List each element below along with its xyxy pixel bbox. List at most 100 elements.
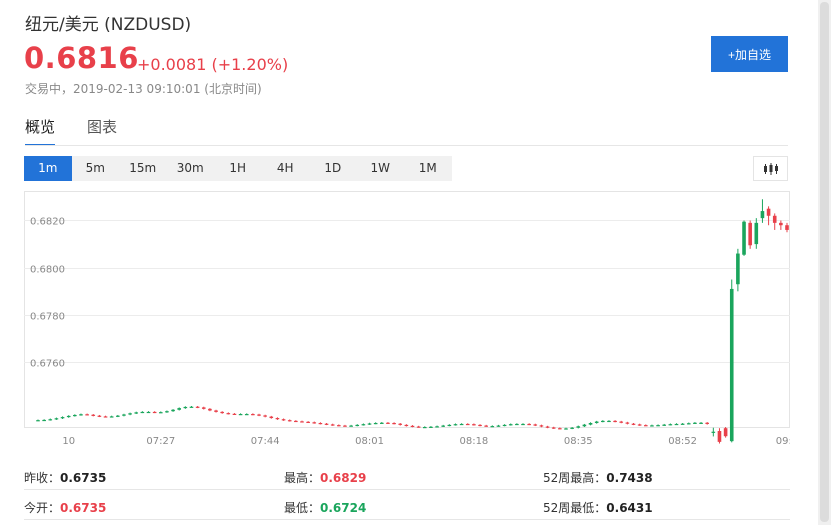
candle-body [73,414,77,417]
candle-body [545,426,550,428]
x-tick-label: 08:18 [459,436,488,447]
chart-type-button[interactable] [753,156,788,181]
candle-body [337,425,341,427]
tab-chart[interactable]: 图表 [87,118,118,136]
period-1d[interactable]: 1D [324,161,342,175]
candle-body [686,423,691,425]
candle-body [349,425,353,427]
candle-body [109,416,114,418]
candle-body [48,419,53,421]
candle-body [66,415,71,418]
candle-body [177,408,182,410]
candle-body [122,414,126,416]
x-tick-label: 08:52 [668,436,697,447]
period-selector: 1m 5m 15m 30m 1H 4H 1D 1W 1M [24,156,452,181]
candle-body [171,409,175,412]
candle-body [551,427,556,429]
candle-body [128,413,132,415]
candle-body [189,406,194,408]
period-1w[interactable]: 1W [370,161,391,175]
candle-body [373,422,378,425]
candle-body [521,423,525,426]
candle-body [324,423,329,425]
candle-body [760,211,765,219]
scrollbar-thumb[interactable] [820,2,829,522]
x-tick-label: 08:01 [355,436,384,447]
candle-body [386,422,390,424]
stats-row-1: 昨收：0.6735 最高：0.6829 52周最高：0.7438 [24,460,790,490]
candle-body [85,414,89,416]
candle-body [361,424,366,426]
candle-body [680,423,685,425]
candle-body [441,425,445,427]
candle-body [527,423,531,426]
candle-body [656,425,660,427]
candle-body [287,420,292,422]
candle-body [643,425,648,427]
add-to-watchlist-button[interactable]: +加自选 [711,36,788,72]
candle-body [564,428,568,430]
price-change: +0.0081 (+1.20%) [137,55,289,74]
candle-body [146,411,151,414]
candle-body [195,406,200,408]
candle-body [453,424,458,426]
candle-body [515,423,519,426]
period-5m[interactable]: 5m [85,161,105,175]
candle-body [736,253,740,285]
tab-overview[interactable]: 概览 [25,116,56,146]
candle-body [607,420,611,423]
period-30m[interactable]: 30m [176,161,204,175]
current-price: 0.6816 [24,41,139,75]
candle-body [429,426,433,428]
price-chart[interactable]: 0.6820 0.6800 0.6780 0.6760 10 07:27 07:44 08:0… [24,191,798,451]
candle-body [594,421,599,423]
stat-52w-low: 52周最低：0.6431 [543,501,653,515]
candle-body [318,422,323,425]
candle-body [91,414,96,416]
candle-body [140,411,145,414]
candle-body [619,421,624,423]
candle-body [766,208,771,216]
candle-body [367,423,372,425]
x-tick-label: 08:35 [564,436,593,447]
candle-body [97,415,102,417]
candle-body [275,418,280,420]
candle-body [152,411,157,414]
period-1h[interactable]: 1H [229,161,247,175]
candle-body [588,422,593,425]
candle-body [312,422,317,424]
stat-low: 最低：0.6724 [284,501,367,515]
candle-body [226,413,231,415]
stat-prev-close: 昨收：0.6735 [24,471,107,485]
candle-body [705,422,709,424]
stat-52w-high: 52周最高：0.7438 [543,471,653,485]
y-tick-label: 0.6760 [30,359,65,370]
trading-status: 交易中，2019-02-13 09:10:01 (北京时间) [25,82,262,96]
candle-body [558,428,562,430]
candle-body [772,215,777,223]
period-15m[interactable]: 15m [129,161,157,175]
candle-body [404,424,409,427]
candle-body [392,422,396,425]
y-tick-label: 0.6800 [30,265,65,276]
chart-frame [24,191,790,428]
candle-body [447,424,452,427]
candle-body [779,222,783,226]
candle-body [478,424,482,427]
candle-body [300,421,304,423]
candle-body [502,424,507,427]
candle-body [54,418,59,420]
period-1m[interactable]: 1m [24,156,72,181]
page-title: 纽元/美元 (NZDUSD) [25,15,192,35]
candle-body [165,411,169,413]
period-1mo[interactable]: 1M [418,161,437,175]
candle-body [208,408,212,411]
candle-body [201,407,206,409]
candle-body [508,424,513,426]
candle-body [674,423,679,426]
candle-body [269,416,274,419]
period-4h[interactable]: 4H [276,161,294,175]
candle-body [416,426,421,428]
candlestick-icon [763,162,778,175]
candle-body [625,422,630,424]
